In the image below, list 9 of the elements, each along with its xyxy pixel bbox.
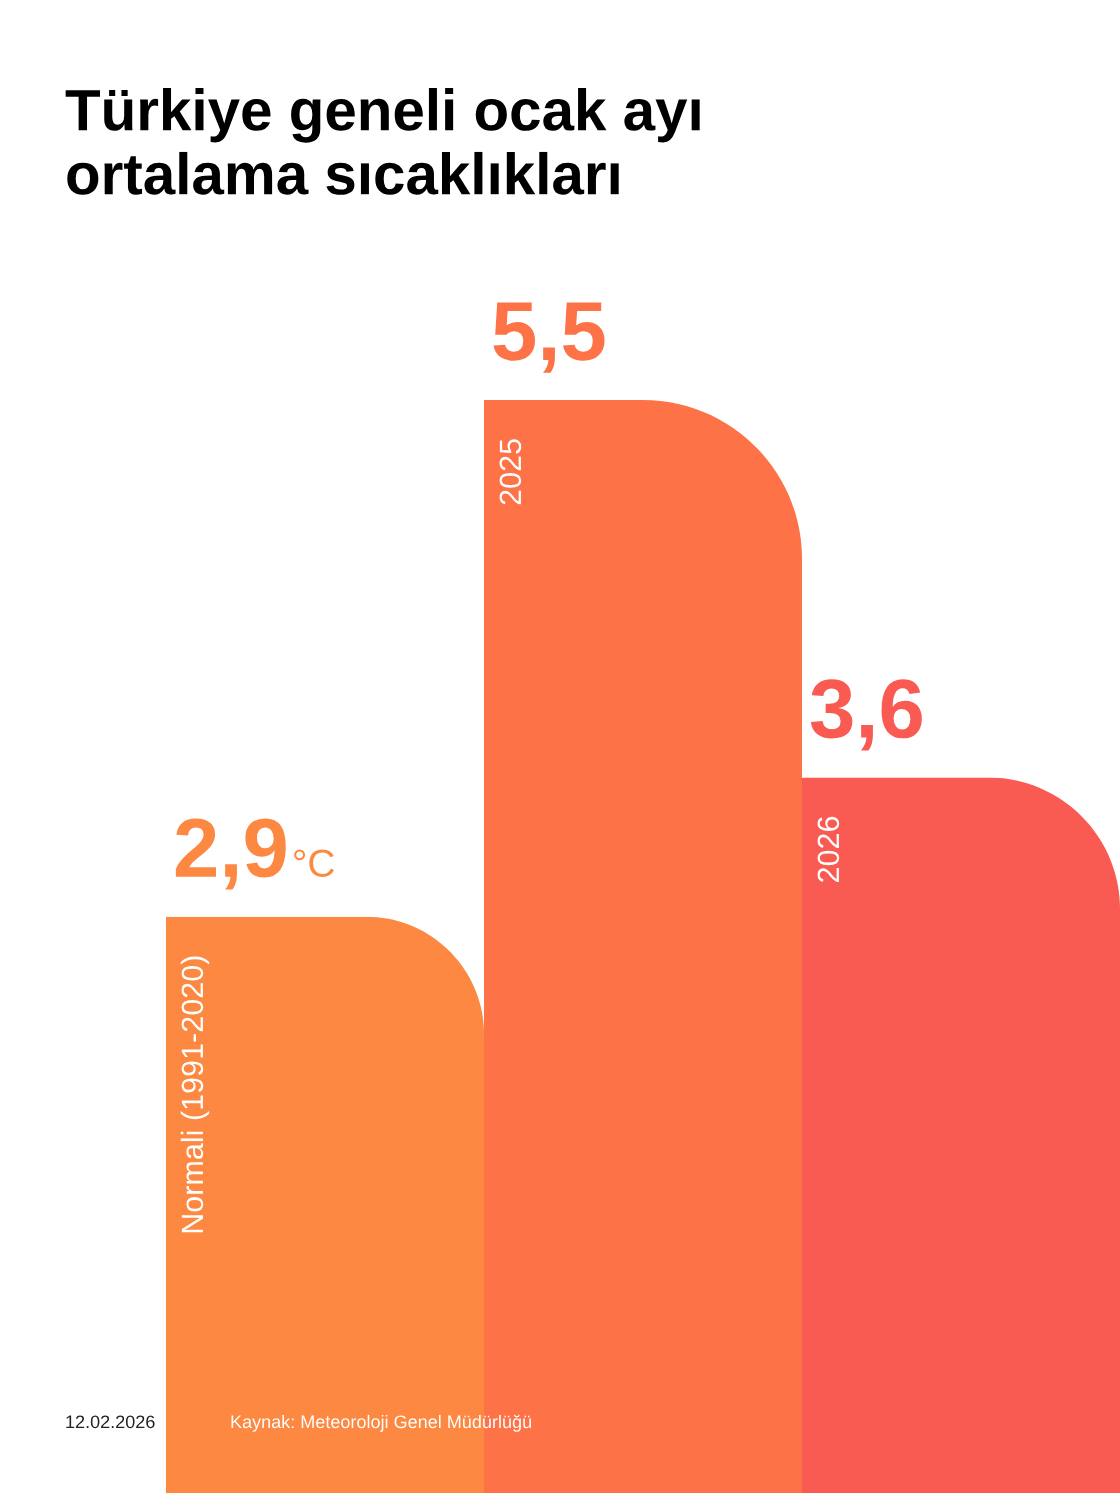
data-label: 3,6 — [810, 679, 922, 751]
data-label: 5,5 — [493, 302, 605, 373]
text: 12.02.2026 — [66, 1415, 155, 1429]
x-tick-label: 2025 — [499, 439, 522, 505]
annotation: Kaynak: Meteoroloji Genel Müdürlüğü — [231, 1414, 531, 1432]
x-tick-label: 2026 — [817, 816, 840, 882]
chart-title: Türkiye geneli ocak ayı ortalama sıcaklıkları — [65, 88, 700, 195]
x-tick-label: Normali (1991-2020) — [180, 956, 210, 1233]
data-label: 2,9°C — [175, 818, 334, 890]
